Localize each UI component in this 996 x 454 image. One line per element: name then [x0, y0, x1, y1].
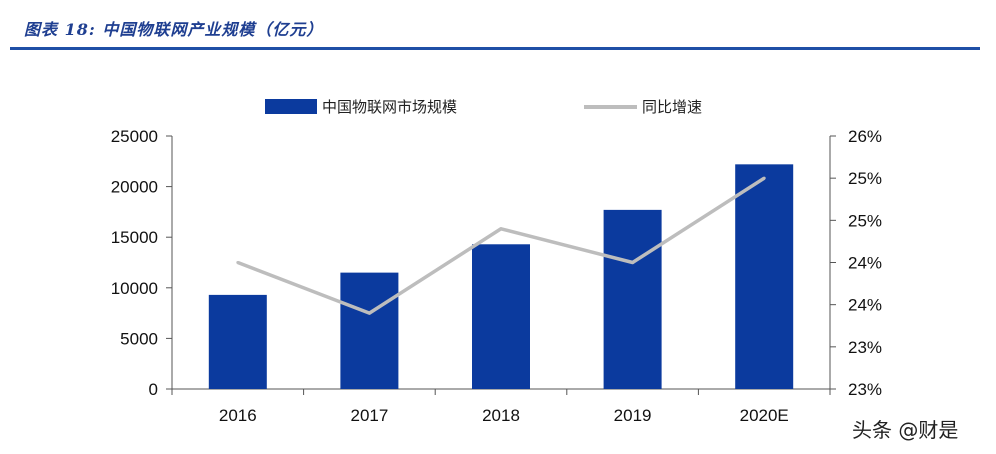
bars [208, 164, 794, 389]
x-tick-labels: 2016 2017 2018 2019 2020E [219, 406, 789, 425]
y-left-tick-label: 25000 [111, 127, 158, 146]
legend-swatch-bar [265, 99, 317, 114]
growth-line [236, 176, 766, 315]
x-tick-label: 2017 [350, 406, 388, 425]
y-left-tick-label: 20000 [111, 178, 158, 197]
growth-point-2017 [367, 311, 371, 315]
watermark: 头条 @财是 [852, 418, 959, 442]
bar-2017 [340, 272, 399, 389]
x-tick-label: 2016 [219, 406, 257, 425]
y-right-tick-label: 24% [848, 296, 882, 315]
y-left-tick-label: 5000 [120, 329, 158, 348]
growth-point-2016 [236, 261, 240, 264]
x-tick-label: 2019 [614, 406, 652, 425]
growth-point-2019 [631, 261, 635, 264]
y-right-tick-label: 25% [848, 169, 882, 188]
growth-point-2020E [762, 176, 766, 180]
legend-label-line: 同比增速 [642, 98, 702, 116]
bar-2020E [735, 164, 794, 389]
y-right-tick-label: 26% [848, 127, 882, 146]
legend: 中国物联网市场规模 同比增速 [265, 98, 702, 116]
y-right-tick-label: 23% [848, 338, 882, 357]
x-tick-label: 2018 [482, 406, 520, 425]
y-left-tick-label: 0 [149, 380, 158, 399]
x-tick-label: 2020E [740, 406, 789, 425]
bar-2019 [603, 209, 662, 389]
bar-2016 [208, 294, 267, 389]
y-left-tick-label: 15000 [111, 228, 158, 247]
axes: 0 5000 10000 15000 20000 25000 23% 23% 24% 24% 25%… [111, 127, 882, 399]
y-right-tick-label: 24% [848, 254, 882, 273]
figure-title: 图表 18: 中国物联网产业规模（亿元） [24, 20, 324, 39]
y-right-tick-label: 25% [848, 211, 882, 230]
bar-2018 [472, 244, 530, 389]
legend-label-bar: 中国物联网市场规模 [322, 98, 457, 116]
y-left-tick-label: 10000 [111, 279, 158, 298]
growth-point-2018 [499, 227, 503, 231]
title-rule [10, 47, 980, 50]
y-right-tick-label: 23% [848, 380, 882, 399]
